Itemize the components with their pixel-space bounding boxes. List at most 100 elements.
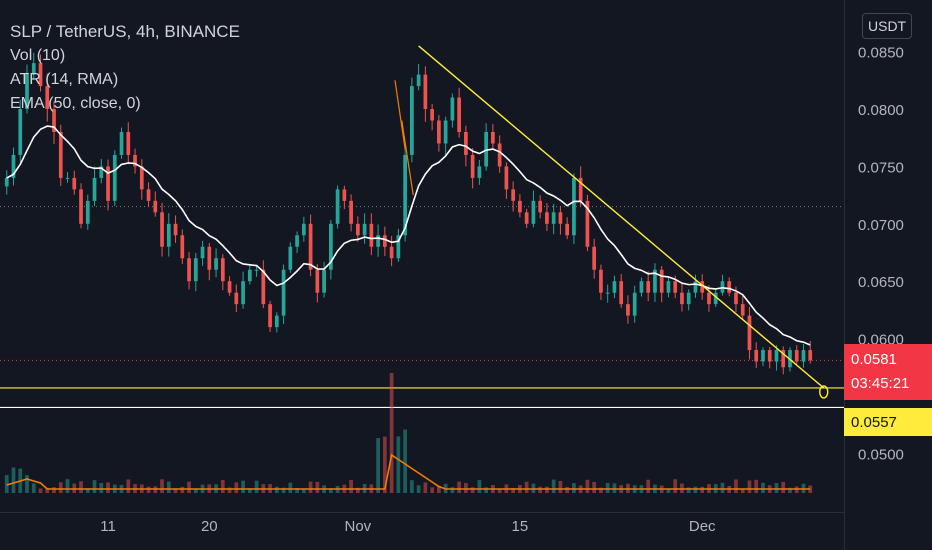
volume-bar — [545, 486, 549, 493]
candle-body — [153, 200, 158, 213]
candle-body — [504, 166, 509, 190]
candle-body — [605, 292, 610, 294]
last-price-value: 0.0581 — [851, 351, 897, 368]
volume-bar — [646, 479, 651, 493]
volume-bar — [430, 487, 434, 493]
candle-body — [362, 223, 367, 236]
candle-body — [241, 281, 245, 305]
volume-bar — [410, 480, 414, 493]
candle-body — [497, 143, 502, 167]
candle-body — [767, 350, 772, 362]
candle-body — [72, 177, 77, 190]
candle-body — [139, 166, 144, 190]
candle-body — [430, 109, 434, 121]
volume-bar — [160, 479, 164, 493]
candle-body — [227, 281, 232, 293]
volume-bar — [31, 483, 36, 493]
volume-indicator-label[interactable]: Vol (10) — [10, 47, 66, 64]
candle-body — [585, 200, 590, 247]
candle-body — [680, 292, 684, 305]
candle-body — [106, 166, 110, 201]
fan-line — [401, 120, 414, 196]
volume-bar — [65, 479, 70, 493]
candle-body — [173, 223, 178, 236]
symbol-title[interactable]: SLP / TetherUS, 4h, BINANCE — [10, 22, 240, 41]
candle-body — [612, 281, 617, 293]
candle-body — [187, 258, 191, 282]
descending-trendline — [418, 45, 825, 389]
volume-bar — [180, 486, 185, 493]
candle-body — [531, 200, 536, 224]
volume-bar — [558, 480, 563, 493]
volume-bar — [450, 487, 455, 493]
candle-body — [355, 223, 360, 236]
candle-body — [538, 200, 543, 213]
volume-bar — [747, 480, 752, 493]
volume-bar — [281, 487, 286, 493]
candle-body — [720, 281, 725, 293]
candle-body — [112, 154, 117, 201]
volume-bar — [11, 467, 16, 493]
candle-body — [342, 189, 347, 201]
candle-body — [65, 177, 70, 179]
volume-bar — [484, 487, 489, 493]
volume-bar — [416, 485, 421, 493]
volume-bar — [538, 486, 543, 493]
volume-bar — [295, 487, 299, 493]
candle-body — [85, 200, 90, 224]
candle-body — [443, 120, 448, 144]
candle-body — [322, 269, 326, 293]
volume-bar — [52, 487, 56, 493]
candle-body — [200, 246, 205, 259]
candle-body — [220, 258, 225, 282]
candle-body — [389, 246, 394, 259]
candle-body — [369, 223, 374, 247]
volume-bar — [126, 479, 131, 493]
currency-button[interactable]: USDT — [862, 13, 913, 39]
candle-body — [599, 269, 603, 293]
volume-bar — [673, 479, 678, 493]
volume-bar — [274, 486, 279, 493]
volume-bar — [173, 488, 178, 493]
candle-body — [619, 281, 624, 305]
ema-line — [6, 125, 811, 346]
volume-bar — [524, 481, 529, 493]
candle-body — [524, 212, 529, 224]
candle-body — [423, 74, 428, 110]
volume-ma-line — [6, 453, 811, 490]
candle-body — [761, 350, 765, 362]
candle-body — [4, 177, 9, 187]
candle-body — [666, 281, 671, 293]
volume-bar — [585, 479, 590, 493]
candle-body — [545, 212, 549, 224]
candle-body — [632, 292, 637, 316]
atr-indicator-label[interactable]: ATR (14, RMA) — [10, 71, 119, 88]
volume-bar — [328, 488, 333, 493]
candle-body — [511, 189, 516, 201]
volume-bar — [193, 488, 198, 493]
ema-indicator-label[interactable]: EMA (50, close, 0) — [10, 95, 141, 112]
candle-body — [808, 350, 813, 361]
volume-bar — [308, 481, 313, 493]
candle-body — [383, 235, 387, 247]
candle-body — [315, 269, 320, 293]
volume-bar — [437, 485, 441, 493]
candle-body — [734, 292, 738, 305]
volume-bar — [4, 475, 9, 493]
candle-body — [166, 223, 171, 247]
candle-body — [160, 212, 164, 247]
x-tick-label: 11 — [100, 518, 116, 535]
target-circle — [819, 385, 829, 399]
candle-body — [727, 281, 732, 293]
volume-bar — [234, 482, 239, 493]
volume-bar — [106, 482, 110, 493]
candle-body — [99, 166, 104, 178]
volume-bar — [599, 487, 603, 493]
candle-body — [673, 281, 678, 293]
volume-bar — [781, 481, 786, 493]
candle-body — [801, 350, 806, 362]
volume-bar — [220, 480, 225, 493]
candle-body — [470, 154, 475, 178]
candle-body — [754, 350, 759, 362]
